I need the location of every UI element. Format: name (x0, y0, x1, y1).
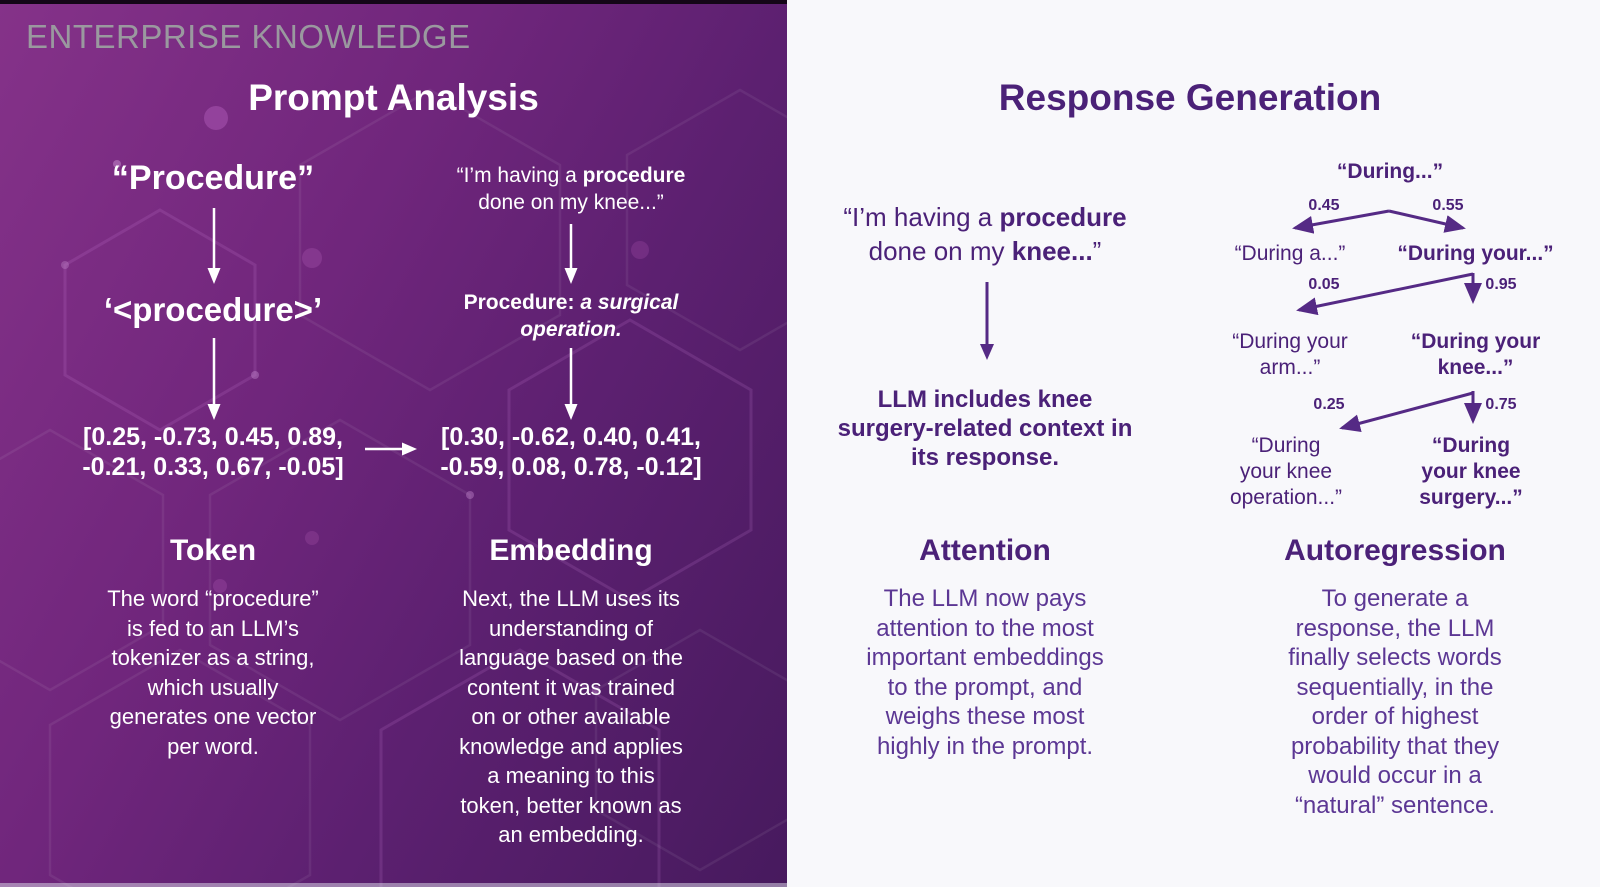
probability-label: 0.55 (1432, 197, 1464, 214)
tree-node-during: “During...” (1336, 160, 1444, 183)
down-arrow-icon (564, 224, 578, 284)
definition-italic-line2: operation. (520, 318, 622, 341)
probability-label: 0.75 (1485, 396, 1517, 413)
quote-bold-knee: knee... (1011, 236, 1093, 266)
attention-heading: Attention (919, 534, 1051, 567)
tree-node-during-your-knee: “During your knee...” (1410, 330, 1541, 379)
prompt-quote: “I’m having a procedure done on my knee..… (406, 162, 736, 216)
quote-text: “I’m having a (456, 164, 583, 187)
quote-bold-word: procedure (582, 164, 686, 187)
response-generation-title: Response Generation (998, 77, 1382, 118)
autoregression-description: To generate a response, the LLM finally … (1288, 585, 1502, 819)
embedding-heading: Embedding (489, 534, 653, 567)
prompt-analysis-panel (0, 0, 787, 887)
down-arrow-icon (980, 282, 994, 360)
probability-label: 0.45 (1308, 197, 1340, 214)
autoregression-heading: Autoregression (1284, 534, 1506, 567)
quote-text-line2: done on my (868, 236, 1012, 266)
definition-term: Procedure: (463, 291, 581, 314)
embedding-vector: [0.30, -0.62, 0.40, 0.41, -0.59, 0.08, 0… (440, 423, 702, 481)
quote-close: ” (1092, 236, 1102, 266)
definition-italic: a surgical (580, 291, 679, 314)
hexagon-pattern (0, 88, 787, 887)
brand-wordmark: ENTERPRISE KNOWLEDGE (26, 18, 471, 55)
response-prompt-quote: “I’m having a procedure done on my knee..… (795, 200, 1175, 268)
quote-bold-procedure: procedure (999, 202, 1127, 232)
embedding-description: Next, the LLM uses its understanding of … (459, 586, 683, 847)
right-arrow-icon (365, 442, 417, 456)
prompt-analysis-title: Prompt Analysis (248, 77, 539, 118)
token-heading: Token (169, 534, 257, 567)
token-vector: [0.25, -0.73, 0.45, 0.89, -0.21, 0.33, 0… (82, 423, 344, 481)
tree-node-during-your-arm: “During your arm...” (1232, 330, 1348, 379)
tree-node-knee-operation: “During your knee operation...” (1229, 434, 1343, 509)
procedure-definition: Procedure: a surgical operation. (406, 289, 736, 343)
probability-label: 0.25 (1313, 396, 1345, 413)
probability-label: 0.05 (1308, 276, 1340, 293)
token-description: The word “procedure” is fed to an LLM’s … (107, 586, 319, 759)
tree-branch-arrows-icon (1292, 209, 1482, 433)
tree-node-knee-surgery: “During your knee surgery...” (1419, 434, 1523, 509)
autoregression-tree: “During...” 0.45 0.55 “During a...” “Dur… (1200, 155, 1590, 520)
bottom-edge-line (0, 883, 787, 887)
token-string: ‘<procedure>’ (103, 291, 323, 328)
llm-context-statement: LLM includes knee surgery-related contex… (837, 386, 1133, 471)
tree-node-during-your: “During your...” (1397, 242, 1554, 265)
attention-description: The LLM now pays attention to the most i… (866, 585, 1104, 760)
down-arrow-icon (207, 338, 221, 420)
top-edge-line (0, 0, 787, 4)
down-arrow-icon (207, 208, 221, 284)
probability-label: 0.95 (1485, 276, 1517, 293)
tree-node-during-a: “During a...” (1234, 242, 1346, 265)
down-arrow-icon (564, 348, 578, 420)
procedure-word: “Procedure” (111, 159, 315, 197)
quote-text-line2: done on my knee...” (478, 191, 664, 214)
quote-text: “I’m having a (843, 202, 1000, 232)
